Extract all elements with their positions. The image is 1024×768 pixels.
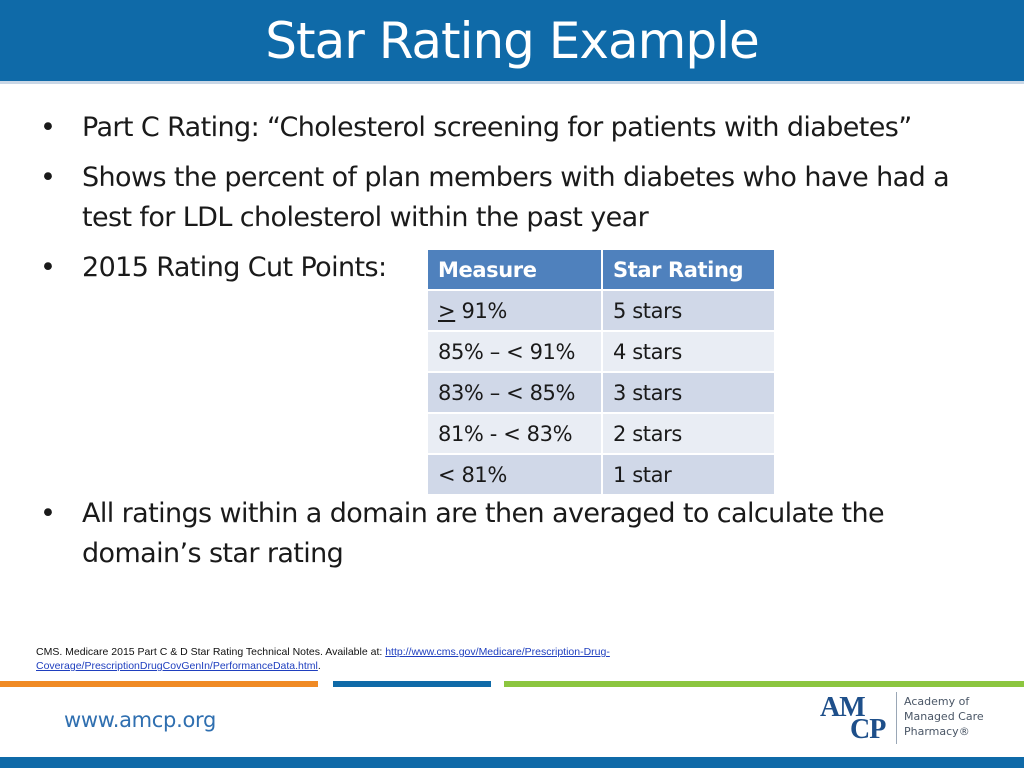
citation-text: CMS. Medicare 2015 Part C & D Star Ratin…: [36, 646, 386, 658]
table-header-row: Measure Star Rating: [426, 248, 776, 291]
table-row: 83% – < 85% 3 stars: [426, 371, 776, 414]
table-row: < 81% 1 star: [426, 453, 776, 496]
logo-am: AM: [820, 692, 866, 723]
citation-end: .: [317, 660, 321, 672]
table-row: 85% – < 91% 4 stars: [426, 330, 776, 373]
citation-link[interactable]: http://www.cms.gov/Medicare/Prescription…: [36, 646, 610, 672]
rating-cell: 3 stars: [601, 371, 776, 414]
bullet-part-c: • Part C Rating: “Cholesterol screening …: [38, 108, 912, 148]
bullet-text: All ratings within a domain are then ave…: [82, 498, 885, 569]
footer-stripe-green: [504, 681, 1024, 687]
bullet-text: Shows the percent of plan members with d…: [82, 162, 950, 233]
amcp-monogram: AM CP: [820, 692, 894, 745]
logo-line-2: Managed Care: [904, 710, 984, 723]
logo-name: Academy of Managed Care Pharmacy®: [904, 694, 984, 739]
bullet-dot: •: [40, 162, 56, 193]
bullet-shows: • Shows the percent of plan members with…: [38, 158, 998, 238]
table-row: 81% - < 83% 2 stars: [426, 412, 776, 455]
greater-equal-symbol: >: [438, 298, 456, 323]
measure-cell: < 81%: [426, 453, 603, 496]
measure-cell: 85% – < 91%: [426, 330, 603, 373]
table-row: > 91% 5 stars: [426, 289, 776, 332]
amcp-logo: AM CP Academy of Managed Care Pharmacy®: [820, 690, 1010, 750]
cut-points-table: Measure Star Rating > 91% 5 stars 85% – …: [426, 248, 776, 496]
header-measure: Measure: [426, 248, 603, 291]
bullet-averaged: • All ratings within a domain are then a…: [38, 494, 998, 574]
logo-divider: [896, 692, 897, 744]
measure-cell: 81% - < 83%: [426, 412, 603, 455]
measure-cell: > 91%: [426, 289, 603, 332]
footer-stripe-orange: [0, 681, 318, 687]
bullet-dot: •: [40, 112, 56, 143]
rating-cell: 2 stars: [601, 412, 776, 455]
bullet-text: Part C Rating: “Cholesterol screening fo…: [82, 112, 912, 143]
logo-cp: CP: [850, 714, 886, 745]
slide-title: Star Rating Example: [265, 11, 759, 70]
logo-line-3: Pharmacy®: [904, 725, 970, 738]
measure-cell: 83% – < 85%: [426, 371, 603, 414]
bullet-dot: •: [40, 498, 56, 529]
bullet-cut-points: • 2015 Rating Cut Points:: [38, 248, 387, 288]
bottom-bar: [0, 757, 1024, 768]
measure-value: 91%: [455, 298, 507, 323]
rating-cell: 5 stars: [601, 289, 776, 332]
footer-stripe-blue: [333, 681, 491, 687]
bullet-text: 2015 Rating Cut Points:: [82, 252, 387, 283]
logo-line-1: Academy of: [904, 695, 970, 708]
bullet-dot: •: [40, 252, 56, 283]
rating-cell: 4 stars: [601, 330, 776, 373]
title-bar: Star Rating Example: [0, 0, 1024, 84]
rating-cell: 1 star: [601, 453, 776, 496]
header-star-rating: Star Rating: [601, 248, 776, 291]
citation: CMS. Medicare 2015 Part C & D Star Ratin…: [36, 645, 796, 673]
footer-url[interactable]: www.amcp.org: [64, 708, 216, 732]
